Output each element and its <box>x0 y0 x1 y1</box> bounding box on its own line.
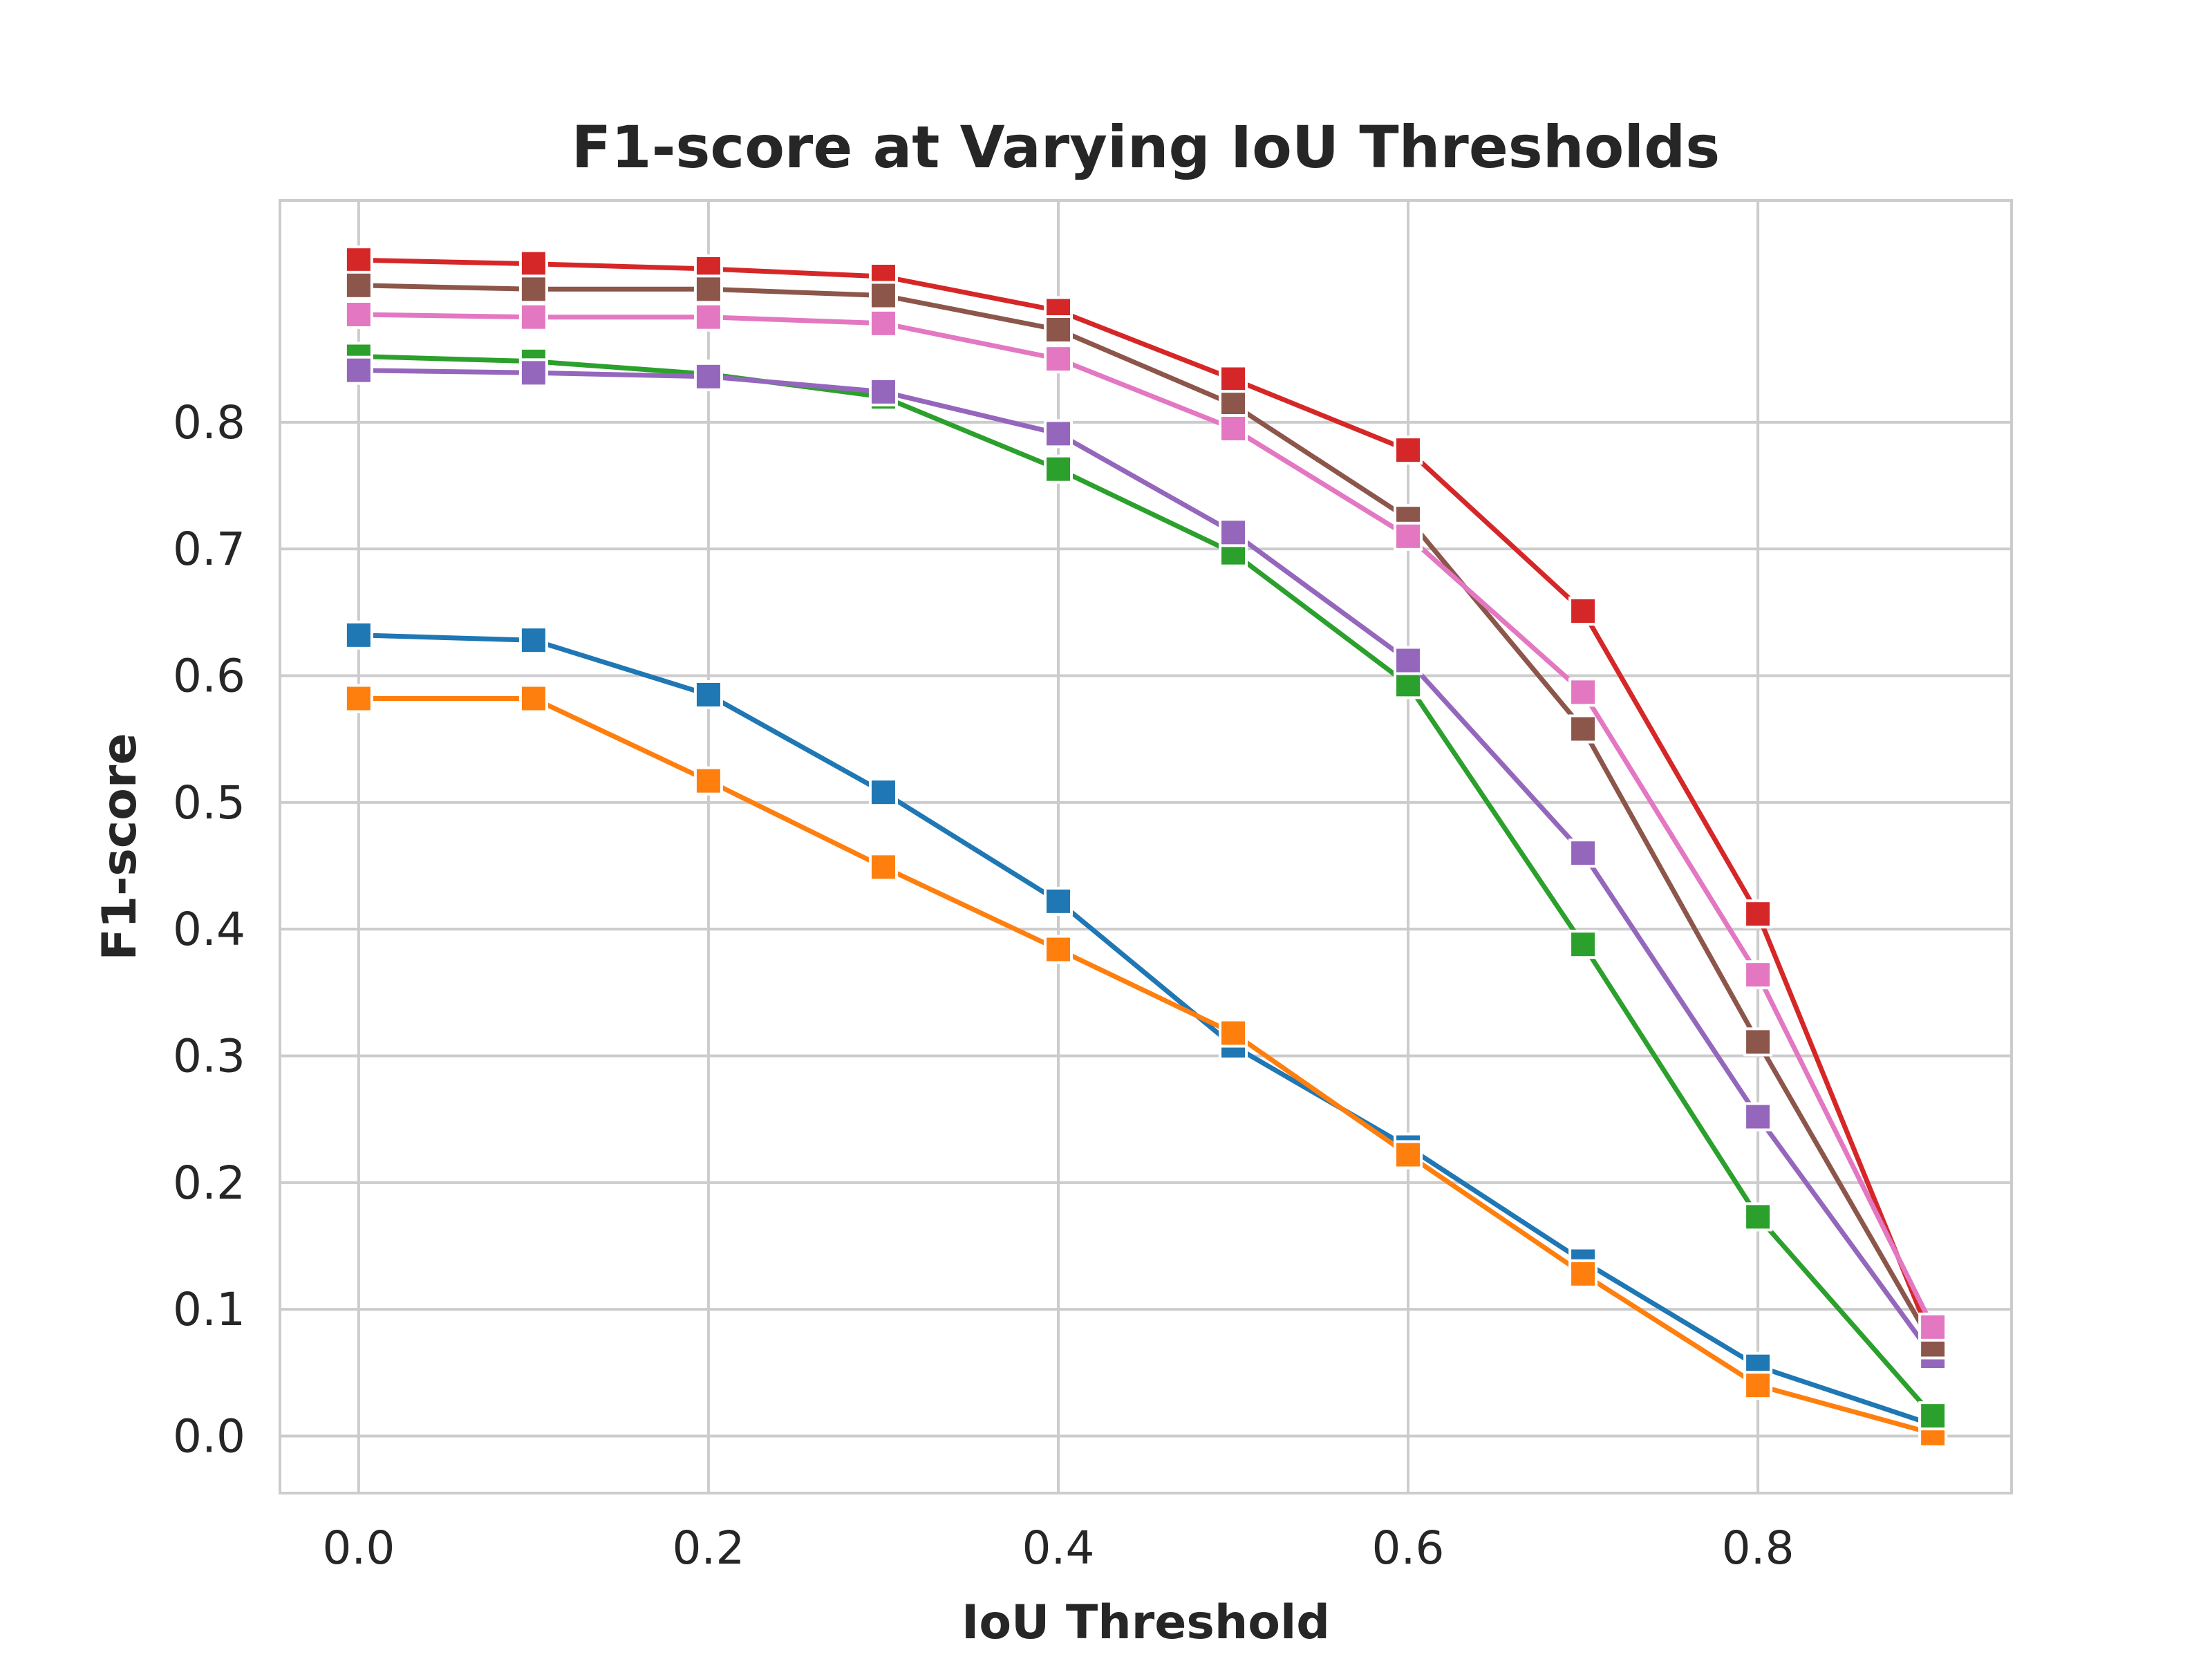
data-point <box>344 270 373 300</box>
series-line <box>356 283 1936 1347</box>
series-6 <box>344 270 1948 1360</box>
series-3 <box>344 341 1948 1431</box>
data-point <box>1568 714 1598 744</box>
data-point <box>1043 886 1073 916</box>
x-tick-label: 0.8 <box>1722 1521 1794 1575</box>
data-point <box>1219 390 1248 420</box>
data-point <box>344 355 373 385</box>
y-tick-label: 0.0 <box>173 1410 245 1463</box>
data-point <box>1043 344 1073 374</box>
data-point <box>1918 1401 1948 1431</box>
data-point <box>1568 930 1598 959</box>
data-point <box>1394 646 1423 675</box>
data-point <box>344 300 373 329</box>
series-line <box>356 696 1936 1436</box>
data-point <box>1394 521 1423 551</box>
data-point <box>1568 838 1598 868</box>
data-point <box>1043 935 1073 964</box>
y-axis-label: F1-score <box>93 733 147 960</box>
data-point <box>1043 419 1073 449</box>
data-point <box>1394 435 1423 465</box>
series-2 <box>344 684 1948 1448</box>
data-point <box>1743 1027 1773 1057</box>
data-point <box>1743 1371 1773 1400</box>
data-point <box>693 302 723 332</box>
data-point <box>693 274 723 304</box>
data-point <box>1743 1202 1773 1232</box>
data-point <box>1394 670 1423 700</box>
x-tick-label: 0.6 <box>1372 1521 1445 1575</box>
data-point <box>868 778 898 807</box>
data-point <box>518 249 548 279</box>
y-tick-label: 0.8 <box>173 396 245 449</box>
data-point <box>868 281 898 310</box>
data-point <box>344 245 373 275</box>
data-point <box>693 766 723 796</box>
series-layer <box>344 245 1948 1448</box>
y-tick-label: 0.6 <box>173 650 245 703</box>
data-point <box>518 684 548 713</box>
data-point <box>518 274 548 304</box>
series-line <box>356 368 1936 1359</box>
chart-title: F1-score at Varying IoU Thresholds <box>572 113 1721 181</box>
data-point <box>1043 454 1073 484</box>
series-line <box>356 312 1936 1330</box>
data-point <box>1219 518 1248 547</box>
data-point <box>344 620 373 650</box>
x-axis-label: IoU Threshold <box>962 1595 1330 1650</box>
y-tick-label: 0.2 <box>173 1156 245 1210</box>
data-point <box>518 358 548 388</box>
series-7 <box>344 300 1948 1342</box>
y-tick-label: 0.3 <box>173 1030 245 1083</box>
grid <box>280 200 2012 1493</box>
data-point <box>1219 364 1248 394</box>
data-point <box>1743 1102 1773 1132</box>
x-axis-ticks: 0.0 0.2 0.4 0.6 0.8 <box>322 1521 1794 1575</box>
x-tick-label: 0.2 <box>672 1521 744 1575</box>
y-tick-label: 0.1 <box>173 1283 245 1336</box>
data-point <box>868 852 898 882</box>
data-point <box>1743 899 1773 929</box>
series-1 <box>344 620 1948 1439</box>
data-point <box>1394 1140 1423 1170</box>
series-line <box>356 354 1936 1418</box>
data-point <box>518 626 548 655</box>
y-axis-ticks: 0.0 0.1 0.2 0.3 0.4 0.5 0.6 0.7 0.8 <box>173 396 245 1463</box>
plot-frame <box>279 199 2013 1494</box>
data-point <box>1568 1259 1598 1288</box>
data-point <box>1743 960 1773 990</box>
y-tick-label: 0.7 <box>173 523 245 576</box>
data-point <box>1568 677 1598 707</box>
data-point <box>693 680 723 709</box>
data-point <box>868 377 898 406</box>
data-point <box>693 362 723 391</box>
x-tick-label: 0.4 <box>1022 1521 1095 1575</box>
series-line <box>356 632 1936 1427</box>
data-point <box>868 308 898 338</box>
data-point <box>1918 1312 1948 1342</box>
data-point <box>518 302 548 332</box>
series-line <box>356 257 1936 1345</box>
x-tick-label: 0.0 <box>322 1521 395 1575</box>
data-point <box>1568 597 1598 626</box>
data-point <box>344 684 373 713</box>
data-point <box>1043 315 1073 344</box>
data-point <box>1219 414 1248 443</box>
data-point <box>1219 1018 1248 1048</box>
y-tick-label: 0.4 <box>173 903 245 956</box>
y-tick-label: 0.5 <box>173 776 245 830</box>
